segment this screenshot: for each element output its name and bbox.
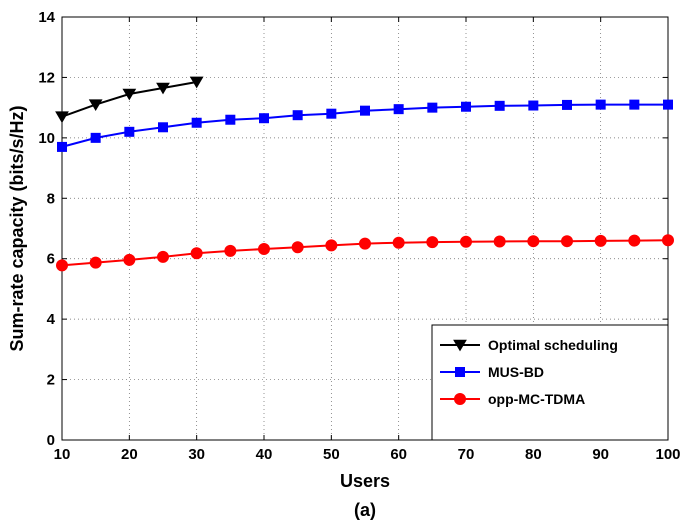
y-tick-label: 12	[38, 69, 55, 86]
x-tick-label: 60	[390, 446, 407, 463]
y-tick-label: 8	[47, 190, 55, 207]
data-point	[460, 235, 472, 248]
data-point	[55, 111, 69, 124]
series-layer	[55, 76, 674, 272]
legend-label: MUS-BD	[488, 364, 544, 380]
y-axis-label: Sum-rate capacity (bits/s/Hz)	[7, 105, 27, 351]
data-point	[124, 126, 135, 137]
data-point	[89, 256, 102, 269]
data-point	[326, 108, 337, 119]
data-point	[528, 100, 539, 111]
data-point	[561, 235, 573, 248]
data-point	[156, 82, 170, 95]
x-tick-label: 80	[525, 446, 542, 463]
x-tick-label: 30	[188, 446, 205, 463]
data-point	[258, 243, 270, 256]
data-point	[494, 100, 505, 111]
x-tick-label: 70	[458, 446, 475, 463]
plot-frame	[61, 16, 669, 441]
series	[56, 234, 674, 272]
data-point	[393, 104, 404, 115]
data-point	[461, 101, 471, 112]
data-point	[190, 247, 203, 260]
data-point	[629, 99, 640, 110]
legend-item: Optimal scheduling	[440, 337, 618, 353]
legend-swatch-marker	[453, 339, 467, 352]
data-point	[595, 99, 606, 110]
data-point	[123, 253, 136, 266]
data-point	[189, 76, 204, 89]
data-point	[122, 88, 137, 101]
axis-ticks: 10 20 30 40 50 60 70 80 90 100 0 2 4 6 8 10 12 14	[38, 9, 680, 463]
y-tick-label: 4	[47, 311, 56, 328]
data-point	[426, 236, 439, 249]
figure-caption: (a)	[354, 500, 376, 520]
legend-item: MUS-BD	[440, 364, 544, 380]
x-tick-label: 20	[121, 446, 138, 463]
series	[57, 99, 673, 152]
y-tick-label: 10	[38, 130, 55, 147]
legend-item: opp-MC-TDMA	[440, 391, 585, 407]
data-point	[158, 122, 168, 133]
data-point	[291, 241, 304, 254]
x-tick-label: 100	[655, 446, 680, 463]
x-tick-label: 40	[256, 446, 273, 463]
data-point	[90, 132, 101, 143]
data-point	[562, 99, 572, 110]
data-point	[427, 102, 438, 113]
legend-swatch-marker	[455, 367, 465, 377]
data-point	[325, 239, 338, 252]
y-tick-label: 6	[47, 251, 55, 268]
data-point	[224, 244, 237, 257]
x-tick-label: 10	[54, 446, 71, 463]
x-axis-label: Users	[340, 471, 390, 491]
data-point	[88, 99, 103, 112]
y-tick-label: 0	[47, 432, 55, 449]
y-tick-label: 14	[38, 9, 55, 26]
data-point	[191, 117, 202, 128]
data-point	[57, 141, 67, 152]
data-point	[225, 114, 236, 125]
y-tick-label: 2	[47, 372, 55, 389]
data-point	[493, 235, 506, 248]
data-point	[594, 234, 607, 247]
x-tick-label: 90	[592, 446, 609, 463]
data-point	[527, 235, 540, 248]
legend-swatch-marker	[454, 393, 466, 405]
legend-items: Optimal scheduling MUS-BD opp-MC-TDMA	[440, 337, 618, 407]
data-point	[56, 259, 68, 272]
x-tick-label: 50	[323, 446, 340, 463]
data-point	[360, 105, 370, 116]
legend-label: Optimal scheduling	[488, 337, 618, 353]
data-point	[259, 113, 269, 124]
data-point	[157, 250, 169, 263]
series	[55, 76, 204, 124]
legend: Optimal scheduling MUS-BD opp-MC-TDMA	[431, 324, 669, 441]
data-point	[392, 236, 405, 249]
data-point	[359, 237, 371, 250]
data-point	[663, 99, 673, 110]
data-point	[628, 234, 641, 247]
data-point	[662, 234, 674, 247]
legend-label: opp-MC-TDMA	[488, 391, 585, 407]
data-point	[292, 110, 303, 121]
